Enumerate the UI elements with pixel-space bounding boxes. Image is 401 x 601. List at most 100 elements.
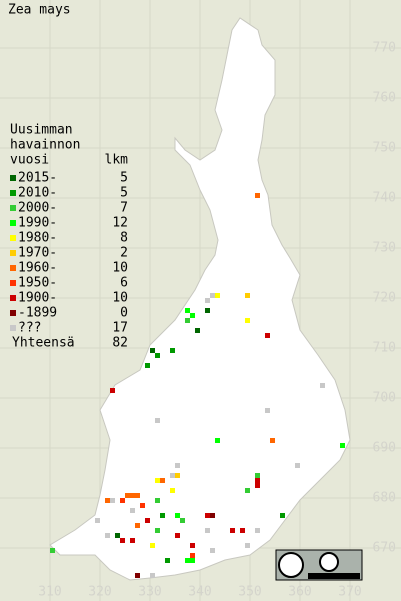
observation-square — [320, 383, 325, 388]
observation-square — [210, 513, 215, 518]
observation-square — [190, 313, 195, 318]
x-tick-label: 310 — [38, 585, 61, 600]
legend-count-title: lkm — [105, 153, 129, 168]
observation-square — [190, 553, 195, 558]
observation-square — [245, 488, 250, 493]
y-tick-label: 690 — [373, 441, 396, 456]
observation-square — [150, 348, 155, 353]
observation-square — [165, 558, 170, 563]
observation-square — [110, 388, 115, 393]
observation-square — [135, 573, 140, 578]
legend-label: 2015- — [18, 171, 57, 186]
legend-swatch — [10, 250, 16, 256]
observation-square — [175, 533, 180, 538]
legend-swatch — [10, 325, 16, 331]
observation-square — [175, 463, 180, 468]
legend-swatch — [10, 235, 16, 241]
legend-label: 1970- — [18, 246, 57, 261]
y-tick-label: 680 — [373, 491, 396, 506]
observation-square — [150, 573, 155, 578]
legend-count: 6 — [120, 276, 128, 291]
observation-square — [185, 318, 190, 323]
legend-swatch — [10, 280, 16, 286]
observation-square — [155, 528, 160, 533]
legend-count: 10 — [112, 261, 128, 276]
observation-square — [240, 528, 245, 533]
observations — [50, 193, 345, 578]
x-tick-label: 330 — [138, 585, 161, 600]
y-tick-label: 700 — [373, 391, 396, 406]
total-label: Yhteensä — [12, 336, 75, 351]
legend-label: 1990- — [18, 216, 57, 231]
y-tick-label: 750 — [373, 141, 396, 156]
legend-count: 5 — [120, 171, 128, 186]
legend-label: 1900- — [18, 291, 57, 306]
observation-square — [195, 328, 200, 333]
observation-square — [135, 493, 140, 498]
observation-square — [50, 548, 55, 553]
observation-square — [150, 543, 155, 548]
legend-count: 7 — [120, 201, 128, 216]
observation-square — [185, 558, 190, 563]
observation-square — [245, 543, 250, 548]
title: Zea mays — [8, 3, 71, 18]
x-tick-label: 320 — [88, 585, 111, 600]
legend-label: -1899 — [18, 306, 57, 321]
legend-swatch — [10, 175, 16, 181]
observation-square — [295, 463, 300, 468]
observation-square — [255, 478, 260, 483]
observation-square — [205, 298, 210, 303]
legend-title: Uusimman — [10, 123, 73, 138]
x-tick-label: 370 — [338, 585, 361, 600]
x-tick-label: 360 — [288, 585, 311, 600]
y-tick-label: 710 — [373, 341, 396, 356]
observation-square — [280, 513, 285, 518]
observation-square — [160, 478, 165, 483]
legend-title: havainnon — [10, 138, 80, 153]
legend-count: 10 — [112, 291, 128, 306]
legend-label: 1960- — [18, 261, 57, 276]
observation-square — [120, 498, 125, 503]
observation-square — [105, 533, 110, 538]
y-tick-label: 730 — [373, 241, 396, 256]
observation-square — [145, 518, 150, 523]
legend-count: 8 — [120, 231, 128, 246]
observation-square — [155, 498, 160, 503]
y-tick-label: 770 — [373, 41, 396, 56]
legend-swatch — [10, 190, 16, 196]
observation-square — [215, 293, 220, 298]
observation-square — [205, 528, 210, 533]
observation-square — [255, 473, 260, 478]
observation-square — [255, 193, 260, 198]
observation-square — [130, 508, 135, 513]
observation-square — [205, 308, 210, 313]
observation-square — [340, 443, 345, 448]
observation-square — [215, 438, 220, 443]
x-tick-label: 340 — [188, 585, 211, 600]
labels: 310 320 330 340 350 360 3706706806907007107207… — [38, 41, 396, 600]
legend-swatch — [10, 265, 16, 271]
observation-square — [210, 293, 215, 298]
observation-square — [245, 318, 250, 323]
observation-square — [265, 333, 270, 338]
y-tick-label: 760 — [373, 91, 396, 106]
y-tick-label: 670 — [373, 541, 396, 556]
observation-square — [105, 498, 110, 503]
observation-square — [210, 548, 215, 553]
observation-square — [170, 488, 175, 493]
x-tick-label: 350 — [238, 585, 261, 600]
observation-square — [270, 438, 275, 443]
observation-square — [130, 538, 135, 543]
observation-square — [230, 528, 235, 533]
observation-square — [255, 528, 260, 533]
observation-square — [175, 513, 180, 518]
observation-square — [155, 418, 160, 423]
legend-label: 2010- — [18, 186, 57, 201]
observation-square — [205, 513, 210, 518]
legend-swatch — [10, 310, 16, 316]
observation-square — [135, 523, 140, 528]
observation-square — [185, 308, 190, 313]
